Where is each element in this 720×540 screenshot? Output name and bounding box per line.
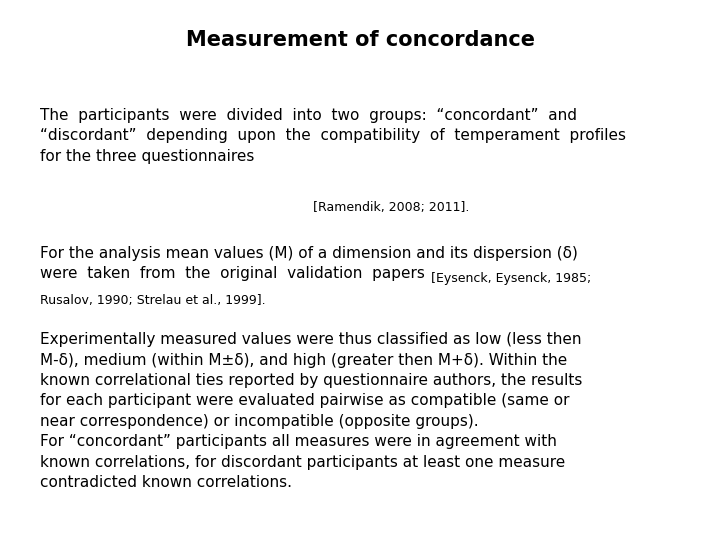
Text: Rusalov, 1990; Strelau et al., 1999].: Rusalov, 1990; Strelau et al., 1999]. xyxy=(40,294,265,307)
Text: [Eysenck, Eysenck, 1985;: [Eysenck, Eysenck, 1985; xyxy=(431,272,591,285)
Text: [Ramendik, 2008; 2011].: [Ramendik, 2008; 2011]. xyxy=(313,201,469,214)
Text: For the analysis mean values (M) of a dimension and its dispersion (δ)
were  tak: For the analysis mean values (M) of a di… xyxy=(40,246,577,281)
Text: The  participants  were  divided  into  two  groups:  “concordant”  and
“discord: The participants were divided into two g… xyxy=(40,108,626,164)
Text: Experimentally measured values were thus classified as low (less then
M-δ), medi: Experimentally measured values were thus… xyxy=(40,332,582,490)
Text: Measurement of concordance: Measurement of concordance xyxy=(186,30,534,50)
